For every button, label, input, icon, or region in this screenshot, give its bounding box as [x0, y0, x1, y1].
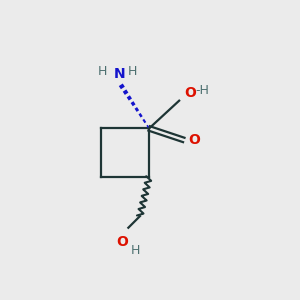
Text: -H: -H [196, 84, 210, 97]
Text: O: O [117, 235, 128, 249]
Text: H: H [128, 65, 137, 78]
Text: H: H [98, 65, 107, 78]
Text: N: N [113, 67, 125, 81]
Text: H: H [130, 244, 140, 257]
Text: O: O [184, 85, 196, 100]
Text: O: O [188, 133, 200, 147]
